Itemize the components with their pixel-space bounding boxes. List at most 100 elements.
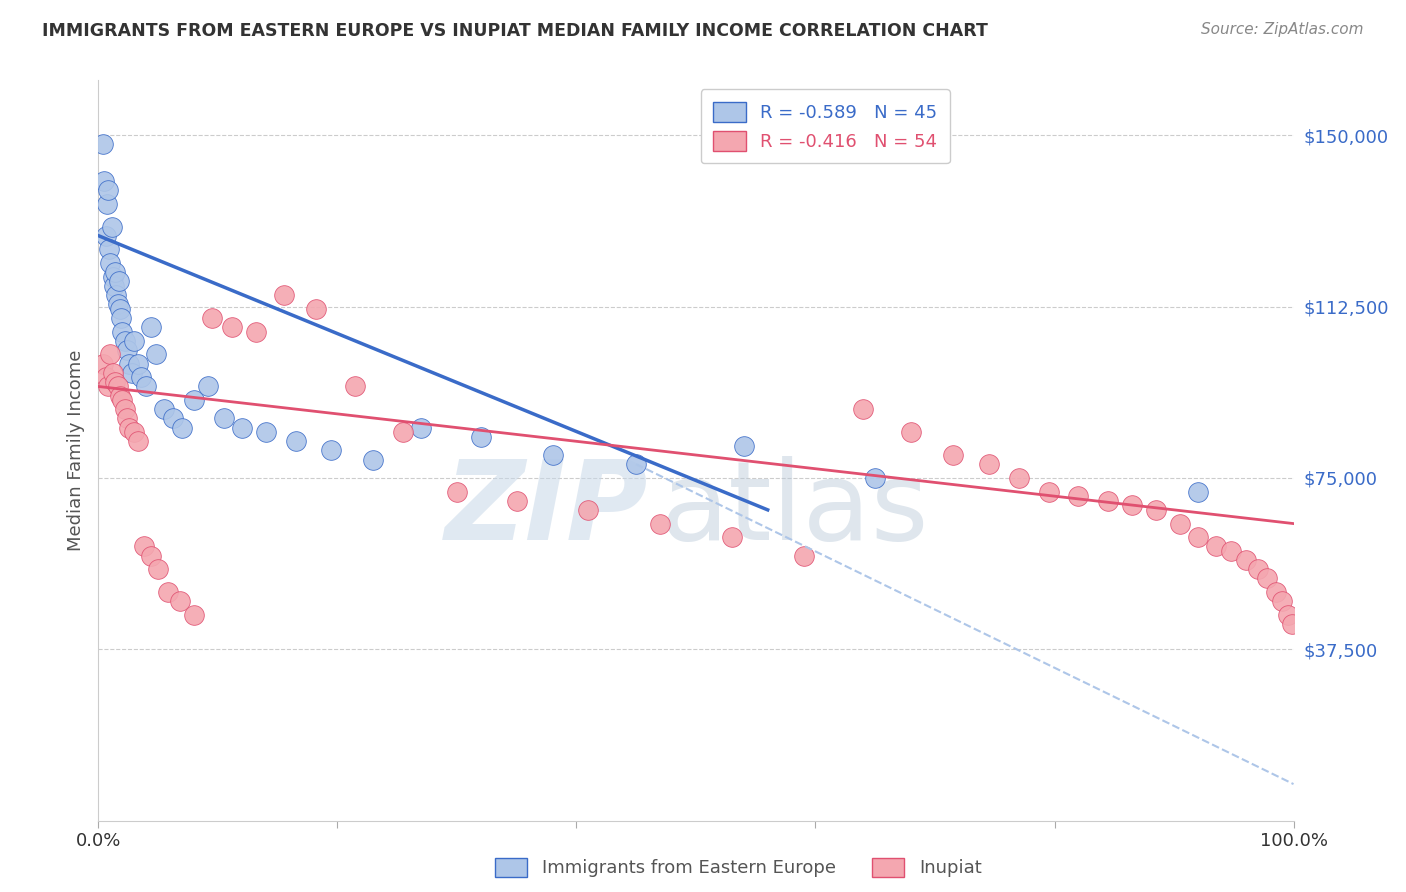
Point: [96, 196, 118, 211]
Point: [139, 320, 162, 334]
Point: [107, 297, 129, 311]
Point: [111, 393, 134, 408]
Point: [104, 375, 127, 389]
Point: [98, 347, 122, 361]
Point: [1281, 617, 1303, 632]
Point: [115, 343, 138, 357]
Point: [793, 549, 815, 563]
Point: [131, 370, 153, 384]
Point: [98, 243, 121, 257]
Point: [132, 540, 155, 554]
Point: [1277, 607, 1299, 622]
Point: [114, 334, 136, 348]
Point: [1144, 503, 1167, 517]
Point: [977, 457, 1000, 471]
Point: [97, 379, 120, 393]
Point: [411, 420, 433, 434]
Point: [305, 301, 328, 316]
Point: [139, 549, 162, 563]
Point: [111, 325, 134, 339]
Point: [446, 484, 468, 499]
Point: [1168, 516, 1191, 531]
Point: [94, 370, 117, 384]
Point: [578, 503, 600, 517]
Point: [118, 420, 141, 434]
Point: [344, 379, 367, 393]
Point: [93, 174, 115, 188]
Point: [100, 219, 122, 234]
Point: [1038, 484, 1060, 499]
Point: [108, 301, 131, 316]
Point: [1264, 585, 1286, 599]
Point: [1067, 489, 1090, 503]
Point: [127, 357, 149, 371]
Point: [162, 411, 184, 425]
Text: atlas: atlas: [661, 456, 928, 563]
Point: [363, 452, 385, 467]
Point: [115, 411, 138, 425]
Point: [1008, 471, 1031, 485]
Point: [470, 430, 492, 444]
Point: [865, 471, 887, 485]
Point: [852, 402, 875, 417]
Point: [626, 457, 648, 471]
Point: [1097, 493, 1119, 508]
Point: [1121, 498, 1143, 512]
Point: [1187, 530, 1209, 544]
Point: [212, 411, 235, 425]
Point: [101, 366, 124, 380]
Point: [648, 516, 672, 531]
Point: [183, 393, 205, 408]
Point: [127, 434, 149, 449]
Point: [231, 420, 253, 434]
Point: [1220, 544, 1243, 558]
Legend: Immigrants from Eastern Europe, Inupiat: Immigrants from Eastern Europe, Inupiat: [488, 850, 988, 885]
Point: [721, 530, 744, 544]
Point: [1187, 484, 1209, 499]
Text: Source: ZipAtlas.com: Source: ZipAtlas.com: [1201, 22, 1364, 37]
Point: [104, 265, 127, 279]
Point: [221, 320, 243, 334]
Point: [284, 434, 307, 449]
Point: [1256, 571, 1278, 585]
Point: [91, 357, 114, 371]
Point: [733, 439, 755, 453]
Point: [108, 389, 131, 403]
Point: [110, 310, 132, 325]
Point: [107, 274, 129, 288]
Point: [172, 420, 194, 434]
Point: [118, 357, 141, 371]
Point: [183, 607, 205, 622]
Point: [1271, 594, 1294, 608]
Legend: R = -0.589   N = 45, R = -0.416   N = 54: R = -0.589 N = 45, R = -0.416 N = 54: [700, 89, 950, 163]
Point: [145, 347, 167, 361]
Point: [254, 425, 277, 440]
Point: [273, 288, 295, 302]
Point: [98, 256, 122, 270]
Point: [114, 402, 136, 417]
Point: [392, 425, 415, 440]
Text: IMMIGRANTS FROM EASTERN EUROPE VS INUPIAT MEDIAN FAMILY INCOME CORRELATION CHART: IMMIGRANTS FROM EASTERN EUROPE VS INUPIA…: [42, 22, 988, 40]
Point: [169, 594, 191, 608]
Point: [91, 137, 114, 152]
Point: [121, 366, 143, 380]
Point: [197, 379, 219, 393]
Point: [105, 288, 128, 302]
Point: [135, 379, 157, 393]
Point: [201, 310, 224, 325]
Point: [942, 448, 965, 462]
Point: [94, 228, 117, 243]
Point: [506, 493, 529, 508]
Point: [148, 562, 170, 576]
Y-axis label: Median Family Income: Median Family Income: [66, 350, 84, 551]
Point: [156, 585, 179, 599]
Point: [97, 183, 120, 197]
Point: [1247, 562, 1270, 576]
Point: [124, 334, 146, 348]
Point: [321, 443, 343, 458]
Point: [124, 425, 146, 440]
Text: ZIP: ZIP: [444, 456, 648, 563]
Point: [153, 402, 176, 417]
Point: [103, 279, 125, 293]
Point: [1234, 553, 1257, 567]
